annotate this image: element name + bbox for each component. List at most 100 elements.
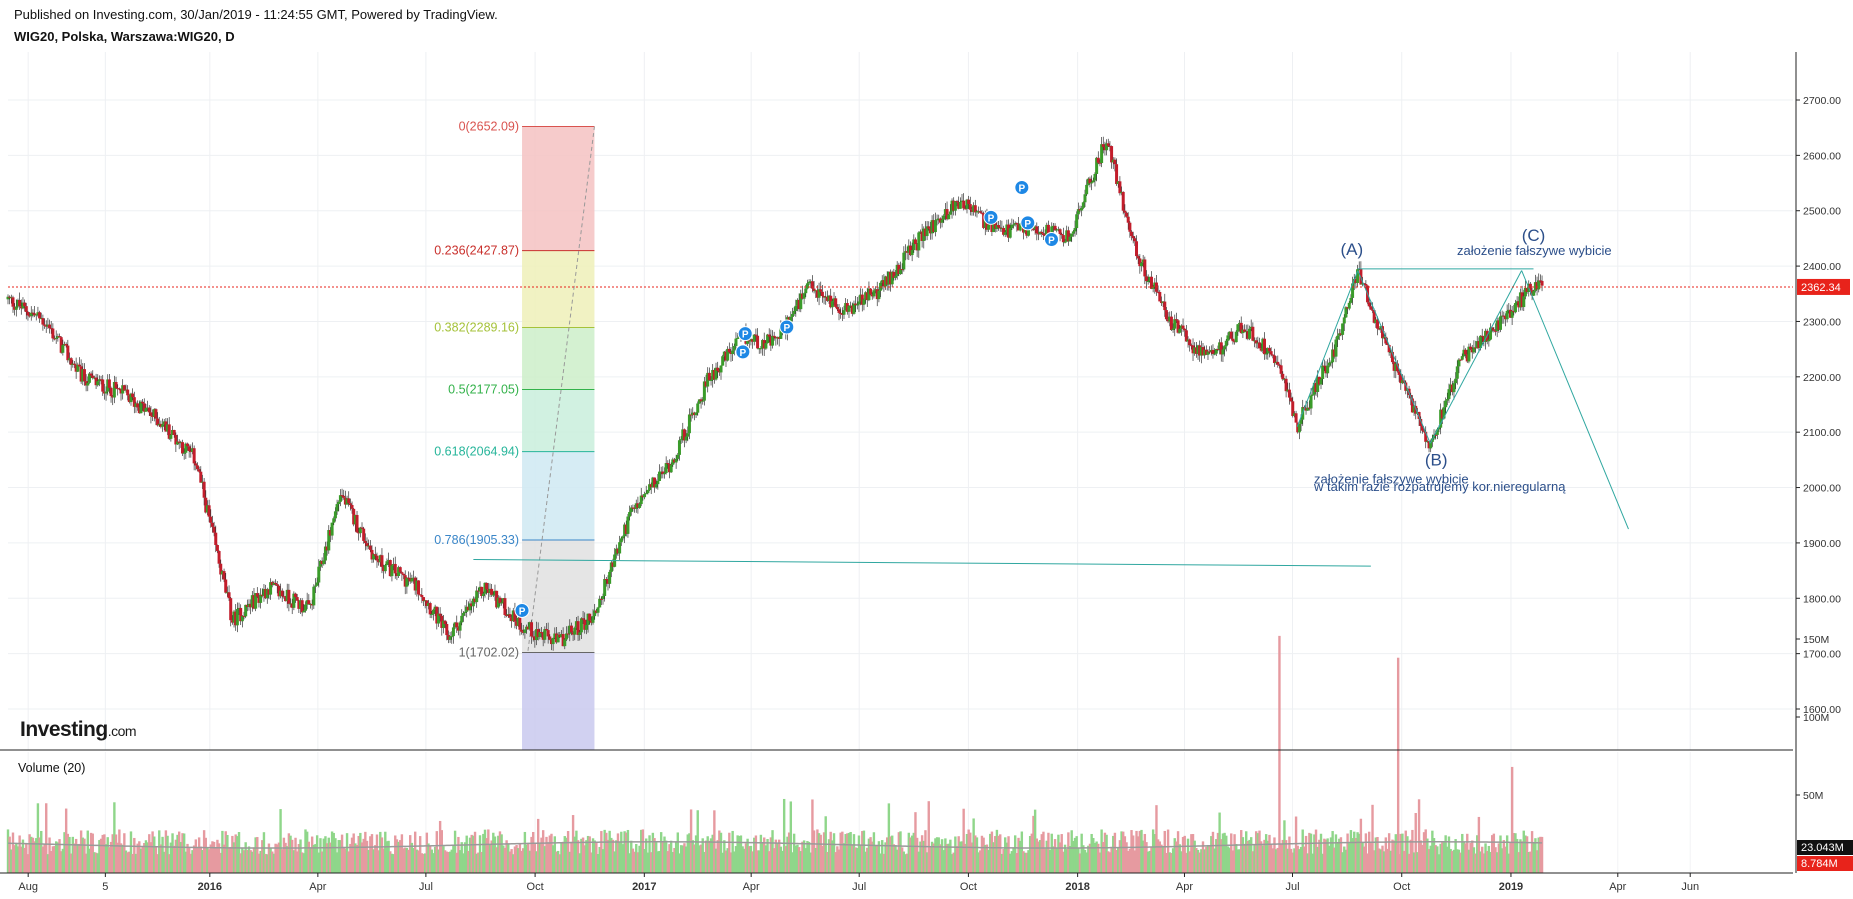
volume-bar	[126, 852, 129, 873]
volume-bar	[1226, 846, 1230, 873]
candle-body	[978, 211, 982, 213]
volume-bar	[1479, 851, 1482, 873]
y-tick-label: 2400.00	[1803, 261, 1841, 273]
candle-body	[1271, 354, 1275, 356]
candle-body	[1038, 231, 1042, 235]
volume-bar	[274, 843, 277, 873]
candle-body	[36, 312, 40, 315]
candle-body	[1324, 366, 1328, 374]
candle-body	[1179, 325, 1183, 329]
volume-bar	[638, 845, 641, 873]
candle-body	[686, 433, 690, 437]
volume-bar	[935, 837, 939, 873]
candle-body	[1043, 234, 1047, 236]
volume-bar	[1140, 829, 1143, 873]
candle-body	[664, 463, 668, 474]
candle-body	[1095, 157, 1099, 174]
volume-bar	[856, 847, 859, 873]
candle-body	[945, 209, 949, 220]
volume-bar	[500, 834, 503, 873]
volume-bar	[96, 853, 99, 873]
volume-bar	[46, 854, 50, 873]
volume-bar	[430, 849, 434, 873]
candle-body	[1201, 347, 1205, 356]
candle-body	[644, 493, 648, 495]
volume-bar	[452, 845, 455, 873]
volume-bar	[1037, 841, 1040, 873]
volume-bar	[1281, 839, 1284, 873]
candle-body	[872, 290, 876, 297]
volume-bar	[182, 833, 186, 873]
candle-body	[1497, 320, 1501, 330]
candle-body	[616, 548, 620, 554]
published-line: Published on Investing.com, 30/Jan/2019 …	[14, 7, 498, 22]
volume-bar	[282, 837, 286, 873]
candle-body	[596, 607, 600, 613]
volume-bar	[550, 833, 553, 873]
candle-body	[958, 201, 962, 209]
candle-body	[1490, 327, 1494, 330]
volume-bar	[907, 832, 911, 873]
volume-bar	[581, 837, 585, 873]
candle-body	[1272, 355, 1276, 364]
volume-bar	[704, 840, 708, 873]
volume-bar	[881, 840, 884, 873]
candle-body	[1239, 322, 1243, 334]
volume-bar	[643, 849, 646, 873]
volume-bar	[781, 850, 784, 873]
candle-body	[121, 385, 125, 394]
candle-body	[1299, 419, 1303, 424]
candle-body	[225, 592, 229, 594]
candle-body	[571, 632, 575, 635]
volume-bar	[194, 839, 198, 873]
volume-bar	[134, 853, 138, 873]
candle-body	[967, 199, 971, 205]
volume-bar	[596, 853, 600, 873]
candle-body	[897, 264, 901, 275]
volume-bar	[764, 845, 768, 873]
candle-body	[1287, 389, 1291, 398]
candle-body	[166, 424, 170, 432]
volume-bar	[1052, 846, 1055, 873]
candle-body	[136, 403, 140, 408]
volume-bar	[256, 837, 259, 873]
volume-bar	[636, 852, 640, 873]
volume-bar	[709, 838, 713, 873]
candle-body	[1056, 229, 1060, 231]
volume-bar	[1421, 844, 1424, 873]
volume-bar	[1215, 839, 1218, 873]
volume-bar	[1444, 835, 1447, 873]
candle-body	[1113, 159, 1117, 165]
volume-bar	[347, 851, 350, 873]
volume-bar	[821, 845, 824, 873]
candle-body	[505, 614, 509, 616]
volume-bar	[23, 847, 26, 873]
volume-bar	[1198, 852, 1201, 873]
candle-body	[1327, 362, 1331, 366]
volume-bar	[625, 832, 628, 873]
volume-bar	[1240, 830, 1243, 873]
volume-bar	[33, 841, 36, 873]
candle-body	[646, 490, 650, 494]
candle-body	[842, 310, 846, 315]
candle-body	[666, 463, 670, 465]
candle-body	[1489, 327, 1493, 340]
volume-bar	[1123, 836, 1127, 873]
candle-body	[1110, 146, 1114, 163]
candle-body	[1176, 320, 1180, 333]
candle-body	[1116, 181, 1120, 185]
volume-bar	[58, 839, 61, 873]
candle-body	[1246, 331, 1250, 339]
volume-bar	[1072, 840, 1075, 873]
candle-body	[210, 522, 214, 527]
candle-body	[1013, 223, 1017, 225]
wave-b-label: (B)	[1425, 450, 1448, 469]
candle-body	[287, 589, 291, 604]
volume-bar	[1117, 847, 1120, 873]
volume-bar	[257, 853, 261, 873]
volume-bar	[1143, 833, 1147, 873]
candle-body	[46, 324, 50, 327]
volume-bar	[1127, 851, 1130, 873]
volume-bar	[1326, 838, 1329, 873]
